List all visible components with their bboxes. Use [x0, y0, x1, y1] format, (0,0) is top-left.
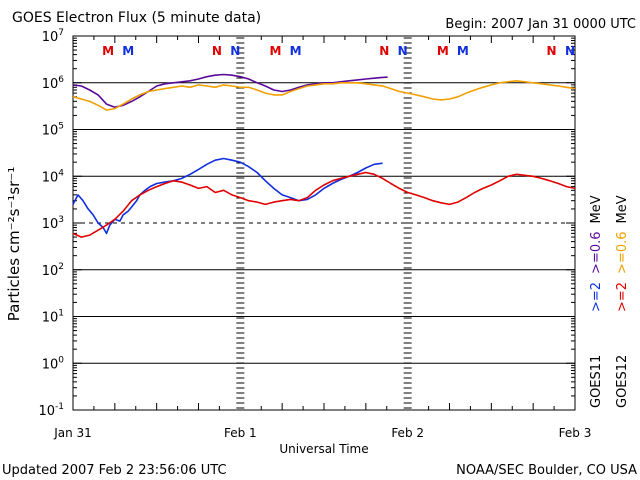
y-tick-base: 10 [42, 170, 59, 185]
y-tick-label: 100 [42, 355, 65, 372]
legend: >=2 >=0.6 MeV GOES11 >=2 >=0.6 MeV GOES12 [589, 195, 630, 408]
y-tick-label: 107 [42, 28, 64, 45]
legend-energy-labels: >=2 >=0.6 MeV [589, 195, 604, 312]
updated-timestamp: Updated 2007 Feb 2 23:56:06 UTC [2, 463, 227, 478]
y-tick-label: 105 [42, 122, 64, 139]
grid-layer [73, 82, 575, 364]
series-line-3 [72, 171, 576, 238]
y-tick-exponent: 3 [58, 215, 64, 225]
y-tick-exponent: 0 [58, 355, 64, 365]
chart-title: GOES Electron Flux (5 minute data) [12, 10, 261, 26]
y-tick-exponent: 4 [58, 168, 64, 178]
y-tick-label: 106 [42, 75, 65, 92]
x-tick-label: Feb 3 [559, 426, 592, 440]
legend-energy-0: >=2 [615, 282, 630, 312]
x-axis-label: Universal Time [279, 442, 368, 456]
y-tick-label: 102 [42, 262, 64, 279]
event-marker-m: M [122, 44, 134, 58]
y-tick-base: 10 [42, 124, 59, 139]
event-marker-n: N [379, 44, 389, 58]
series-layer [72, 73, 576, 238]
x-axis: Jan 31 Feb 1 Feb 2 Feb 3 [53, 36, 591, 440]
event-marker-m: M [102, 44, 114, 58]
event-marker-n: N [398, 44, 408, 58]
y-tick-base: 10 [38, 404, 55, 419]
legend-energy-1: >=0.6 [589, 231, 604, 273]
series-line-2 [72, 157, 383, 235]
event-marker-n: N [565, 44, 575, 58]
series-line-1 [72, 80, 576, 111]
begin-label: Begin: 2007 Jan 31 0000 UTC [445, 17, 636, 32]
source-credit: NOAA/SEC Boulder, CO USA [456, 463, 637, 478]
y-tick-label: 10-1 [38, 402, 64, 419]
y-tick-base: 10 [42, 311, 59, 326]
legend-energy-1: >=0.6 [615, 231, 630, 273]
x-tick-label: Feb 1 [224, 426, 257, 440]
legend-satellite: GOES12 [615, 355, 630, 408]
y-tick-base: 10 [42, 30, 59, 45]
y-tick-label: 101 [42, 309, 64, 326]
y-tick-base: 10 [42, 217, 59, 232]
y-tick-base: 10 [42, 357, 59, 372]
legend-energy-labels: >=2 >=0.6 MeV [615, 195, 630, 312]
y-tick-label: 104 [42, 168, 65, 185]
y-axis-label: Particles cm⁻²s⁻¹sr⁻¹ [5, 167, 23, 321]
y-tick-label: 103 [42, 215, 64, 232]
y-tick-base: 10 [42, 77, 59, 92]
y-tick-base: 10 [42, 264, 59, 279]
event-marker-n: N [547, 44, 557, 58]
legend-energy-0: >=2 [589, 282, 604, 312]
y-tick-exponent: -1 [55, 402, 64, 412]
y-tick-exponent: 6 [58, 75, 64, 85]
event-marker-m: M [457, 44, 469, 58]
y-tick-exponent: 5 [58, 122, 64, 132]
x-tick-label: Jan 31 [53, 426, 92, 440]
legend-energy-2: MeV [615, 195, 630, 223]
y-tick-exponent: 2 [58, 262, 64, 272]
y-tick-exponent: 7 [58, 28, 64, 38]
x-tick-label: Feb 2 [391, 426, 424, 440]
event-marker-m: M [437, 44, 449, 58]
series-line-0 [72, 73, 388, 108]
event-marker-m: M [290, 44, 302, 58]
event-marker-n: N [212, 44, 222, 58]
legend-satellite: GOES11 [589, 355, 604, 408]
event-marker-m: M [269, 44, 281, 58]
legend-energy-2: MeV [589, 195, 604, 223]
y-tick-exponent: 1 [58, 309, 64, 319]
event-marker-n: N [230, 44, 240, 58]
